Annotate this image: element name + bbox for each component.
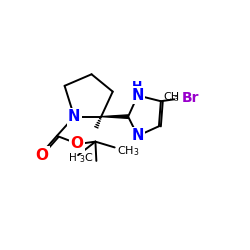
Text: N: N — [132, 128, 144, 144]
Text: H: H — [70, 153, 77, 163]
Polygon shape — [101, 115, 128, 118]
Text: N: N — [130, 87, 143, 102]
Text: N: N — [132, 88, 144, 103]
Text: CH$_3$: CH$_3$ — [116, 144, 139, 158]
Text: O: O — [35, 148, 48, 162]
Text: N: N — [132, 128, 144, 144]
Text: $_3$: $_3$ — [173, 94, 180, 104]
Text: Br: Br — [182, 91, 200, 105]
Text: O: O — [72, 136, 85, 151]
Text: $_3$C: $_3$C — [79, 151, 94, 165]
Text: N: N — [68, 109, 80, 124]
Text: CH: CH — [164, 92, 180, 102]
Text: O: O — [35, 148, 48, 162]
Text: H: H — [132, 80, 142, 93]
Text: N: N — [68, 109, 80, 124]
Text: O: O — [70, 136, 84, 151]
